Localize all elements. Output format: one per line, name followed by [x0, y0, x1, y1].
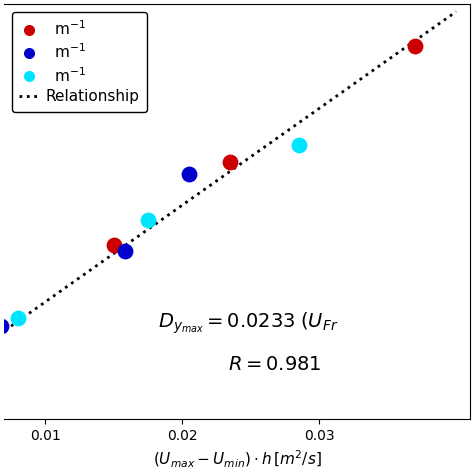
Point — [411, 42, 419, 49]
Legend:   m$^{-1}$,   m$^{-1}$,   m$^{-1}$, Relationship: m$^{-1}$, m$^{-1}$, m$^{-1}$, Relationsh… — [12, 12, 147, 112]
Text: $R = 0.981$: $R = 0.981$ — [228, 356, 321, 374]
Point — [110, 241, 118, 249]
Point — [121, 247, 128, 255]
X-axis label: $(U_{max} - U_{min}) \cdot h\,[m^2/s]$: $(U_{max} - U_{min}) \cdot h\,[m^2/s]$ — [153, 449, 321, 470]
Point — [227, 158, 234, 166]
Point — [295, 142, 302, 149]
Point — [185, 171, 193, 178]
Text: $D_{y_{max}}$$ = 0.0233\;(U_{Fr}$: $D_{y_{max}}$$ = 0.0233\;(U_{Fr}$ — [158, 311, 338, 337]
Point — [0, 322, 5, 330]
Point — [14, 314, 22, 321]
Point — [144, 216, 152, 224]
